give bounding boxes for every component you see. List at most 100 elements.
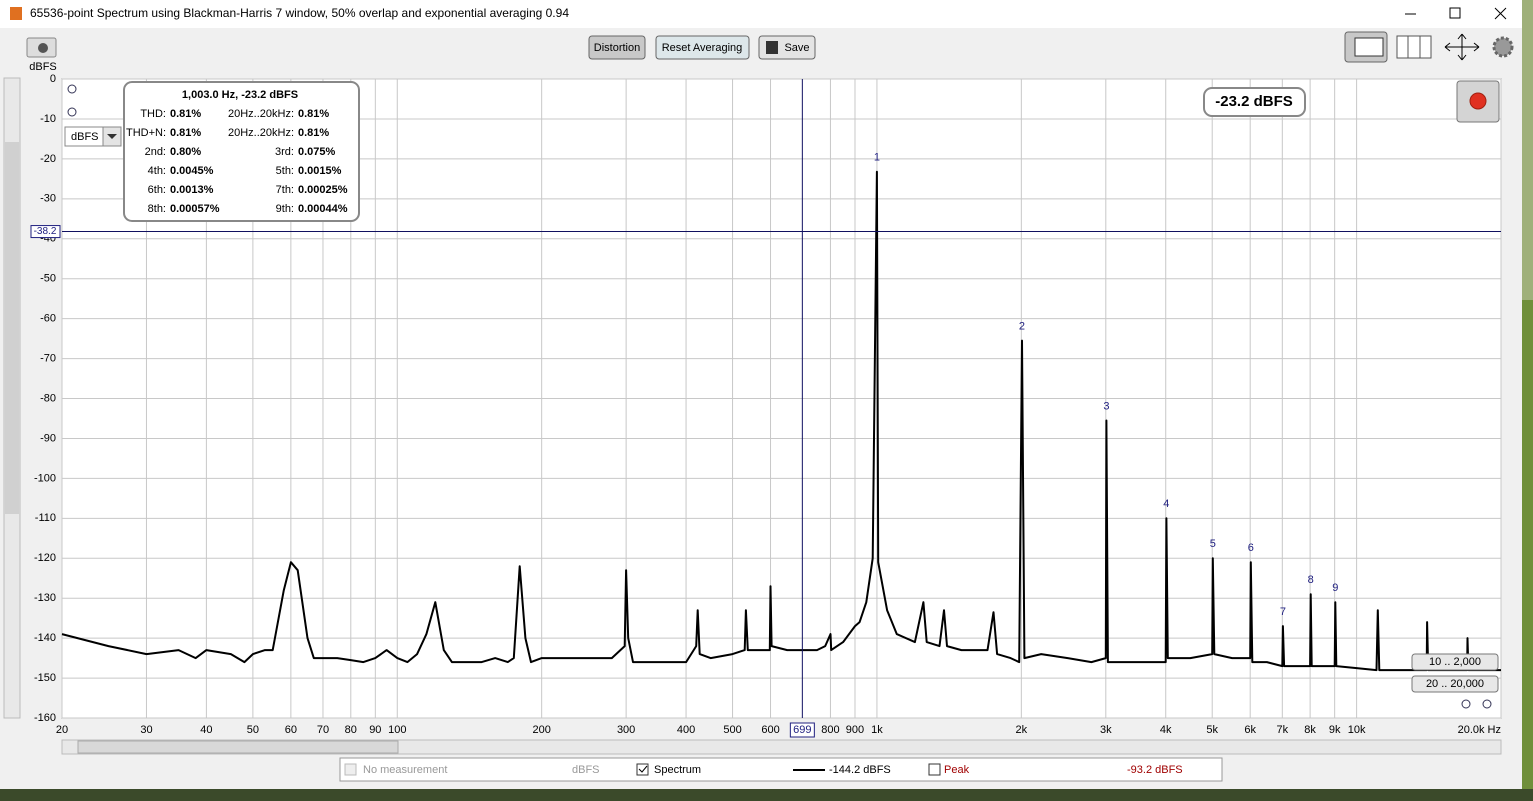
columns-icon xyxy=(1407,36,1421,58)
view-icon xyxy=(1354,37,1384,57)
settings-button[interactable] xyxy=(1492,36,1514,58)
x-tick-label: 20.0k Hz xyxy=(1458,724,1501,736)
y-tick-label: -160 xyxy=(34,712,56,724)
readout: -23.2 dBFS xyxy=(1215,93,1293,110)
harmonic-label: 8 xyxy=(1308,574,1314,586)
cursor-y-label: -38.2 xyxy=(34,226,57,237)
x-tick-label: 1k xyxy=(871,724,883,736)
camera-button[interactable] xyxy=(26,37,57,58)
x-tick-label: 500 xyxy=(723,724,741,736)
save-icon xyxy=(766,41,778,54)
y-tick-label: -50 xyxy=(40,273,56,285)
harmonic-label: 4 xyxy=(1163,498,1169,510)
legend-name: Spectrum xyxy=(654,764,701,776)
y-tick-label: -100 xyxy=(34,472,56,484)
stat-value: 0.075% xyxy=(298,146,336,158)
legend-value: -144.2 dBFS xyxy=(829,764,891,776)
x-tick-label: 7k xyxy=(1276,724,1288,736)
button-label: Distortion xyxy=(594,42,640,54)
x-tick-label: 70 xyxy=(317,724,329,736)
stat-value: 0.0045% xyxy=(170,165,214,177)
distortion-header: 1,003.0 Hz, -23.2 dBFS xyxy=(182,89,298,101)
y-tick-label: -10 xyxy=(40,113,56,125)
checkbox[interactable] xyxy=(928,763,941,776)
range-label: 10 .. 2,000 xyxy=(1429,656,1481,668)
maximize[interactable] xyxy=(1449,7,1461,19)
x-tick-label: 90 xyxy=(369,724,381,736)
v-scroll-thumb[interactable] xyxy=(5,142,19,514)
stat-value: 0.80% xyxy=(170,146,201,158)
x-tick-label: 6k xyxy=(1244,724,1256,736)
x-tick-label: 40 xyxy=(200,724,212,736)
legend-name: No measurement xyxy=(363,764,447,776)
x-tick-label: 30 xyxy=(140,724,152,736)
x-tick-label: 4k xyxy=(1160,724,1172,736)
stat-label: 20Hz..20kHz: xyxy=(228,127,294,139)
h-scroll-thumb[interactable] xyxy=(77,740,399,754)
legend-name: Peak xyxy=(944,764,970,776)
y-tick-label: -90 xyxy=(40,432,56,444)
y-tick-label: -70 xyxy=(40,352,56,364)
harmonic-label: 1 xyxy=(874,152,880,164)
y-tick-label: -30 xyxy=(40,193,56,205)
stat-value: 0.81% xyxy=(298,127,329,139)
window-title: 65536-point Spectrum using Blackman-Harr… xyxy=(30,6,569,20)
x-tick-label: 3k xyxy=(1100,724,1112,736)
button-label: Save xyxy=(784,42,809,54)
x-tick-label: 8k xyxy=(1304,724,1316,736)
stat-value: 0.81% xyxy=(170,108,201,120)
y-tick-label: -20 xyxy=(40,153,56,165)
desktop-sky xyxy=(1522,0,1533,300)
y-tick-label: -110 xyxy=(35,512,56,524)
stat-value: 0.81% xyxy=(170,127,201,139)
close[interactable] xyxy=(1494,7,1507,20)
stat-label: 9th: xyxy=(276,203,294,215)
stat-label: THD+N: xyxy=(126,127,166,139)
unit-dropdown-label: dBFS xyxy=(71,131,99,143)
distortion-button[interactable] xyxy=(588,35,646,60)
stat-value: 0.00057% xyxy=(170,203,220,215)
stat-value: 0.00025% xyxy=(298,184,348,196)
x-tick-label: 200 xyxy=(532,724,550,736)
stat-label: 3rd: xyxy=(275,146,294,158)
x-tick-label: 20 xyxy=(56,724,68,736)
cursor-x-box xyxy=(789,722,815,738)
app-icon xyxy=(10,7,22,20)
h-scrollbar[interactable] xyxy=(61,739,1502,755)
y-tick-label: -150 xyxy=(34,672,56,684)
fit-button[interactable] xyxy=(1444,33,1480,61)
harmonic-label: 7 xyxy=(1280,606,1286,618)
range-button[interactable] xyxy=(1411,653,1499,671)
stat-label: 5th: xyxy=(276,165,294,177)
reset-button[interactable] xyxy=(655,35,750,60)
y-tick-label: -140 xyxy=(34,632,56,644)
x-tick-label: 60 xyxy=(285,724,297,736)
stat-value: 0.00044% xyxy=(298,203,348,215)
arrow-icon xyxy=(107,134,117,139)
check xyxy=(638,765,648,773)
x-tick-label: 600 xyxy=(761,724,779,736)
harmonic-label: 5 xyxy=(1210,538,1216,550)
range-label: 20 .. 20,000 xyxy=(1426,678,1484,690)
record-icon xyxy=(1469,92,1487,110)
cursor-y-box xyxy=(30,225,61,239)
x-tick-label: 10k xyxy=(1348,724,1366,736)
y-axis-label: dBFS xyxy=(29,61,57,73)
range-button[interactable] xyxy=(1411,675,1499,693)
zoom-icons[interactable] xyxy=(67,84,1492,709)
checkbox[interactable] xyxy=(344,763,357,776)
x-tick-label: 2k xyxy=(1016,724,1028,736)
x-tick-label: 300 xyxy=(617,724,635,736)
stat-value: 0.81% xyxy=(298,108,329,120)
stat-label: 8th: xyxy=(148,203,166,215)
y-tick-label: -80 xyxy=(40,392,56,404)
title-bar xyxy=(0,0,1522,28)
stat-label: 4th: xyxy=(148,165,166,177)
checkbox[interactable] xyxy=(636,763,649,776)
button-label: Reset Averaging xyxy=(662,42,743,54)
spectrum-line xyxy=(61,170,1501,672)
columns-button[interactable] xyxy=(1396,35,1432,59)
x-tick-label: 800 xyxy=(821,724,839,736)
y-tick-label: -120 xyxy=(34,552,56,564)
